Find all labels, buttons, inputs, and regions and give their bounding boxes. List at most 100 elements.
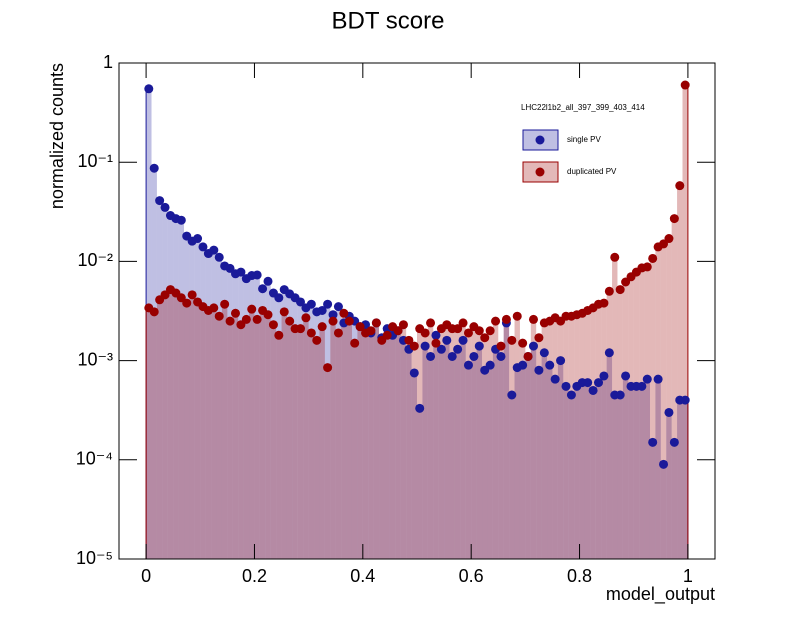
histogram-bar (541, 322, 548, 559)
marker (323, 299, 333, 309)
histogram-bar (438, 349, 445, 559)
histogram-bar (297, 328, 304, 559)
histogram-bar (162, 207, 168, 559)
marker (258, 284, 268, 294)
histogram-bar (216, 257, 222, 559)
histogram-bar (525, 356, 531, 559)
histogram-bar (292, 328, 298, 559)
histogram-bar (503, 322, 510, 559)
histogram-bar (498, 346, 504, 559)
marker (301, 313, 311, 323)
histogram-bar (482, 370, 488, 559)
histogram-bar (173, 293, 179, 559)
marker (317, 322, 327, 332)
histogram-bar (579, 313, 585, 559)
histogram-bar (509, 395, 515, 559)
histogram-bar (357, 326, 363, 559)
marker (539, 348, 549, 358)
marker (458, 318, 468, 328)
histogram-bar (395, 330, 401, 559)
histogram-bar (232, 313, 239, 559)
histogram-bar (574, 314, 580, 559)
histogram-bar (341, 322, 347, 559)
histogram-bar (308, 332, 315, 559)
histogram-bar (427, 322, 434, 559)
histogram-bar (314, 340, 320, 559)
marker (615, 285, 625, 295)
histogram-bar (541, 352, 548, 559)
marker (409, 368, 419, 378)
marker (252, 270, 262, 280)
marker (420, 328, 430, 338)
marker (328, 316, 338, 326)
histogram-bar (357, 326, 363, 559)
marker (426, 318, 436, 328)
histogram-bar (167, 215, 174, 559)
histogram-bar (547, 321, 553, 559)
histogram-bar (671, 218, 678, 560)
histogram-bar (162, 294, 168, 559)
histogram-bar (395, 330, 401, 559)
marker (296, 297, 306, 307)
marker (659, 459, 669, 469)
histogram-bar (579, 382, 585, 559)
marker (404, 335, 414, 345)
histogram-bar (590, 390, 596, 559)
marker (561, 381, 571, 391)
plot-area (144, 80, 690, 560)
histogram-bar (682, 400, 688, 559)
marker (214, 311, 224, 321)
marker (176, 215, 186, 225)
histogram-bar (433, 335, 439, 559)
histogram-bar (259, 288, 266, 559)
marker (306, 299, 316, 309)
histogram-bar (476, 330, 483, 559)
marker (220, 299, 230, 309)
marker (507, 335, 517, 345)
histogram-bar (639, 267, 645, 559)
histogram-bar (677, 400, 683, 559)
marker (507, 390, 517, 400)
histogram-bar (606, 352, 613, 559)
marker (491, 316, 501, 326)
marker (236, 267, 246, 277)
histogram-bar (205, 253, 212, 559)
marker (534, 333, 544, 343)
histogram-bar (617, 395, 623, 559)
marker (518, 338, 528, 348)
marker (648, 437, 658, 447)
histogram-bar (303, 307, 309, 559)
marker (534, 365, 544, 375)
marker (144, 84, 154, 94)
histogram-bar (514, 316, 520, 559)
histogram-bar (552, 317, 558, 559)
histogram-bar (389, 326, 396, 559)
marker (393, 326, 403, 336)
histogram-bar (362, 324, 369, 559)
marker (333, 302, 343, 312)
x-tick-label: 0.2 (242, 566, 267, 586)
histogram-bar (617, 289, 623, 559)
histogram-bar (221, 265, 228, 559)
marker (182, 298, 192, 308)
marker (252, 314, 262, 324)
histogram-bar (406, 349, 412, 559)
histogram-bar (525, 356, 531, 559)
histogram-bar (655, 379, 661, 559)
histogram-bar (281, 311, 287, 559)
histogram-bar (460, 340, 466, 559)
marker (149, 307, 159, 317)
histogram-bar (612, 257, 618, 559)
marker (366, 326, 376, 336)
histogram-bar (649, 442, 656, 559)
marker (268, 320, 278, 330)
marker (198, 242, 208, 252)
marker (518, 360, 528, 370)
histogram-bar (335, 306, 342, 559)
marker (453, 324, 463, 334)
histogram-bar (151, 311, 157, 559)
histogram-bar (492, 349, 499, 559)
legend-marker (535, 167, 545, 177)
histogram-bar (465, 332, 472, 559)
